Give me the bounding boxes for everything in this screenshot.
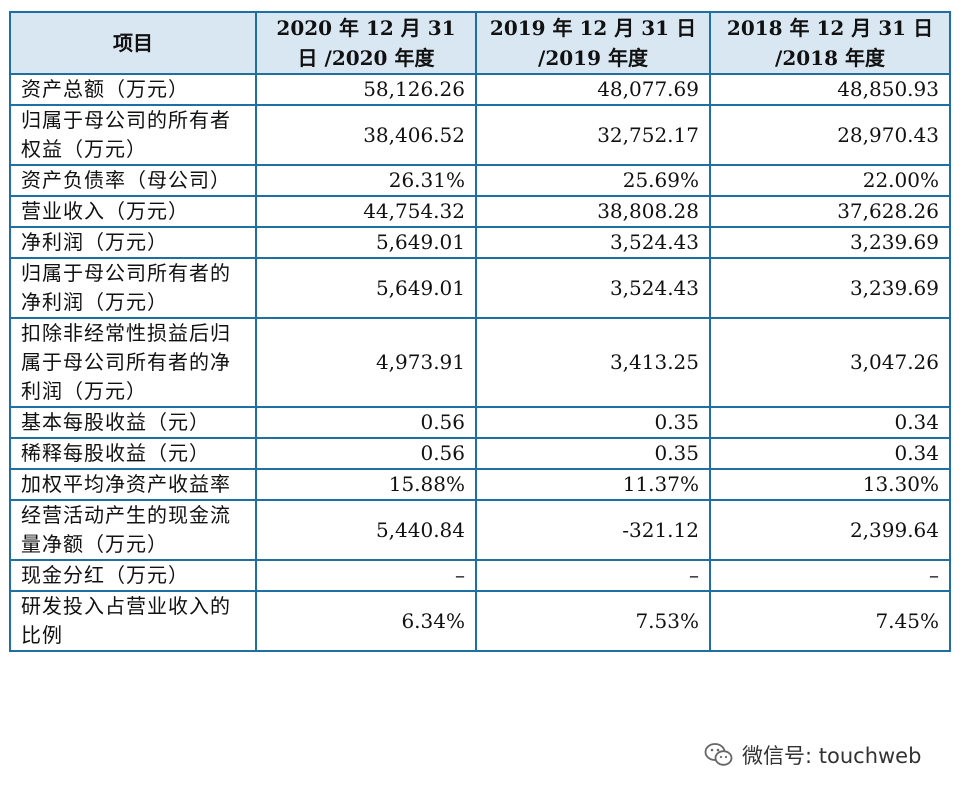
table-row: 稀释每股收益（元） 0.56 0.35 0.34 [9,437,951,470]
cell-2018: – [709,559,951,592]
table-row: 营业收入（万元） 44,754.32 38,808.28 37,628.26 [9,195,951,228]
cell-2019: 0.35 [475,406,711,439]
cell-2020: 5,440.84 [255,499,477,561]
row-label: 归属于母公司的所有者权益（万元） [9,104,257,166]
cell-2019: 0.35 [475,437,711,470]
cell-2020: 5,649.01 [255,257,477,319]
row-label: 资产总额（万元） [9,73,257,106]
cell-2020: 15.88% [255,468,477,501]
header-2019: 2019 年 12 月 31 日 /2019 年度 [475,11,711,75]
cell-2018: 0.34 [709,406,951,439]
cell-2019: 48,077.69 [475,73,711,106]
row-label: 稀释每股收益（元） [9,437,257,470]
cell-2019: – [475,559,711,592]
cell-2019: 38,808.28 [475,195,711,228]
header-2018: 2018 年 12 月 31 日 /2018 年度 [709,11,951,75]
table-row: 研发投入占营业收入的比例 6.34% 7.53% 7.45% [9,590,951,652]
cell-2018: 3,239.69 [709,257,951,319]
table-header-row: 项目 2020 年 12 月 31 日 /2020 年度 2019 年 12 月… [9,11,951,75]
cell-2018: 28,970.43 [709,104,951,166]
cell-2020: 44,754.32 [255,195,477,228]
cell-2019: 25.69% [475,164,711,197]
cell-2020: 26.31% [255,164,477,197]
cell-2018: 0.34 [709,437,951,470]
watermark-text: 微信号: touchweb [742,744,922,768]
cell-2019: 11.37% [475,468,711,501]
cell-2020: – [255,559,477,592]
cell-2018: 2,399.64 [709,499,951,561]
row-label: 营业收入（万元） [9,195,257,228]
cell-2019: 7.53% [475,590,711,652]
cell-2018: 13.30% [709,468,951,501]
cell-2020: 6.34% [255,590,477,652]
table-row: 净利润（万元） 5,649.01 3,524.43 3,239.69 [9,226,951,259]
cell-2018: 37,628.26 [709,195,951,228]
row-label: 现金分红（万元） [9,559,257,592]
row-label: 经营活动产生的现金流量净额（万元） [9,499,257,561]
row-label: 资产负债率（母公司） [9,164,257,197]
cell-2018: 3,047.26 [709,317,951,408]
cell-2020: 38,406.52 [255,104,477,166]
wechat-icon [704,742,734,768]
row-label: 加权平均净资产收益率 [9,468,257,501]
table-row: 基本每股收益（元） 0.56 0.35 0.34 [9,406,951,439]
cell-2018: 3,239.69 [709,226,951,259]
cell-2020: 4,973.91 [255,317,477,408]
table-row: 现金分红（万元） – – – [9,559,951,592]
table-row: 资产总额（万元） 58,126.26 48,077.69 48,850.93 [9,73,951,106]
cell-2019: -321.12 [475,499,711,561]
cell-2019: 32,752.17 [475,104,711,166]
cell-2020: 58,126.26 [255,73,477,106]
table-row: 资产负债率（母公司） 26.31% 25.69% 22.00% [9,164,951,197]
table-row: 扣除非经常性损益后归属于母公司所有者的净利润（万元） 4,973.91 3,41… [9,317,951,408]
watermark: 微信号: touchweb [704,740,921,770]
row-label: 研发投入占营业收入的比例 [9,590,257,652]
cell-2020: 5,649.01 [255,226,477,259]
row-label: 扣除非经常性损益后归属于母公司所有者的净利润（万元） [9,317,257,408]
cell-2019: 3,413.25 [475,317,711,408]
table-row: 归属于母公司的所有者权益（万元） 38,406.52 32,752.17 28,… [9,104,951,166]
table-row: 经营活动产生的现金流量净额（万元） 5,440.84 -321.12 2,399… [9,499,951,561]
cell-2018: 22.00% [709,164,951,197]
header-item: 项目 [9,11,257,75]
table-row: 归属于母公司所有者的净利润（万元） 5,649.01 3,524.43 3,23… [9,257,951,319]
header-2020: 2020 年 12 月 31 日 /2020 年度 [255,11,477,75]
cell-2020: 0.56 [255,437,477,470]
table-row: 加权平均净资产收益率 15.88% 11.37% 13.30% [9,468,951,501]
cell-2018: 7.45% [709,590,951,652]
row-label: 归属于母公司所有者的净利润（万元） [9,257,257,319]
financial-table: 项目 2020 年 12 月 31 日 /2020 年度 2019 年 12 月… [9,11,951,652]
cell-2020: 0.56 [255,406,477,439]
row-label: 净利润（万元） [9,226,257,259]
cell-2019: 3,524.43 [475,226,711,259]
cell-2018: 48,850.93 [709,73,951,106]
row-label: 基本每股收益（元） [9,406,257,439]
cell-2019: 3,524.43 [475,257,711,319]
